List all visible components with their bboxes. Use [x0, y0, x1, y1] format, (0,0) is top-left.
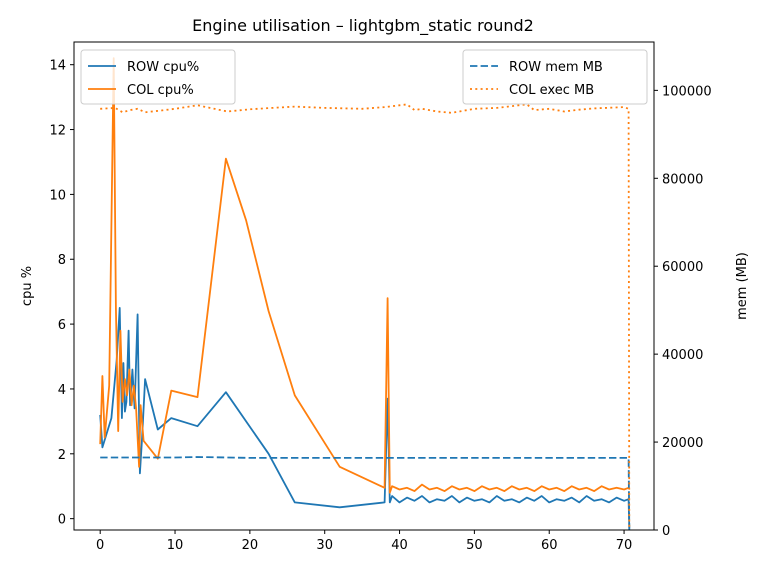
legend-left-label-0: ROW cpu% [127, 60, 199, 75]
y-tick-label-2: 4 [58, 383, 66, 398]
x-tick-label-4: 40 [391, 538, 408, 553]
y-tick-label-7: 14 [49, 59, 66, 74]
legend-right-box [462, 49, 648, 105]
legend-left: ROW cpu% COL cpu% [80, 49, 236, 105]
y2-tick-label-0: 0 [662, 524, 670, 539]
y2-tick-label-1: 20000 [662, 436, 703, 451]
y-tick-label-4: 8 [58, 253, 66, 268]
x-tick-label-2: 20 [242, 538, 259, 553]
x-tick-label-3: 30 [316, 538, 333, 553]
chart-title: Engine utilisation – lightgbm_static rou… [192, 16, 534, 36]
series-line-1 [99, 57, 629, 494]
x-tick-label-1: 10 [167, 538, 184, 553]
series-layer [99, 57, 631, 531]
legend-right: ROW mem MB COL exec MB [462, 49, 648, 105]
y2-tick-label-4: 80000 [662, 172, 703, 187]
x-tick-label-5: 50 [466, 538, 483, 553]
y2-tick-label-2: 40000 [662, 348, 703, 363]
series-line-2 [100, 456, 631, 531]
legend-left-box [80, 49, 236, 105]
y-tick-label-0: 0 [58, 513, 66, 528]
y-tick-label-3: 6 [58, 318, 66, 333]
y-tick-label-6: 12 [49, 124, 66, 139]
x-tick-label-6: 60 [541, 538, 558, 553]
legend-right-label-1: COL exec MB [509, 83, 594, 98]
plot-frame [73, 41, 655, 531]
legend-right-label-0: ROW mem MB [509, 60, 603, 75]
y-axis-left: 0 2 4 6 8 10 12 14 [49, 59, 74, 528]
series-line-0 [99, 306, 631, 529]
y2-tick-label-5: 100000 [662, 84, 712, 99]
y-axis-label: cpu % [20, 266, 35, 306]
y2-tick-label-3: 60000 [662, 260, 703, 275]
y-tick-label-5: 10 [49, 188, 66, 203]
y-axis-right: 0 20000 40000 60000 80000 100000 [654, 84, 712, 539]
x-axis: 0 10 20 30 40 50 60 70 [96, 530, 632, 553]
y-tick-label-1: 2 [58, 448, 66, 463]
x-tick-label-7: 70 [616, 538, 633, 553]
legend-left-label-1: COL cpu% [127, 83, 194, 98]
x-tick-label-0: 0 [96, 538, 104, 553]
y2-axis-label: mem (MB) [735, 252, 750, 320]
